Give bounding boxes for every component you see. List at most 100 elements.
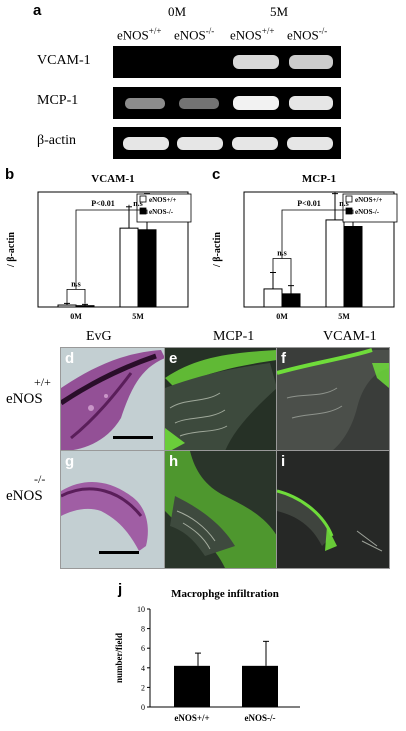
c-legend-label-1: eNOS-/-: [355, 208, 380, 216]
panel-b-label: b: [5, 166, 15, 183]
band-actin-4: [287, 137, 333, 150]
c-bar-0-1: [325, 219, 345, 308]
micrograph-d-image: [61, 348, 165, 451]
band-mcp-1: [125, 98, 165, 109]
col-header-evg: EvG: [86, 329, 112, 344]
band-vcam-4: [289, 55, 333, 69]
chart-vcam: VCAM-1 / β-actin 0M 5M eNOS+/+ eNOS-/- n.s P<0.…: [6, 173, 192, 321]
b-title: VCAM-1: [91, 173, 134, 185]
band-mcp-3: [233, 96, 279, 110]
b-bar-1-1: [137, 229, 157, 308]
micrograph-g-image: [61, 451, 165, 568]
band-mcp-2: [179, 98, 219, 109]
gel-mcp-bands: [125, 96, 333, 110]
b-bracket-5m: [128, 209, 148, 214]
gel-row-label-actin: β-actin: [37, 133, 76, 148]
j-ytick-4: 8: [141, 625, 145, 634]
c-bracket-p: [281, 191, 336, 259]
row-label-wt: +/+ eNOS: [6, 375, 51, 407]
band-mcp-4: [289, 96, 333, 110]
micrograph-d: d: [60, 347, 166, 452]
b-bar-0-0: [57, 304, 77, 308]
time-label-5m: 5M: [270, 4, 289, 19]
micrograph-e: e: [164, 347, 278, 452]
j-ytick-5: 10: [137, 605, 145, 614]
c-legend-swatch-1: [345, 207, 353, 215]
lane-label-3: eNOS+/+: [230, 26, 275, 43]
c-sig-p: P<0.01: [297, 199, 320, 208]
panel-j-label: j: [118, 581, 123, 598]
micrograph-i-image: [277, 451, 389, 568]
c-title: MCP-1: [302, 173, 336, 185]
band-actin-1: [123, 137, 169, 150]
b-xtick-1: 5M: [132, 312, 144, 321]
gel-actin: [113, 127, 341, 159]
micrograph-i-letter: i: [281, 453, 286, 470]
panel-c-label: c: [212, 166, 221, 183]
gel-row-label-vcam: VCAM-1: [37, 53, 91, 68]
micrograph-d-letter: d: [65, 350, 75, 367]
micrograph-e-image: [165, 348, 277, 451]
b-bracket-p: [75, 204, 130, 290]
c-bar-1-1: [343, 226, 363, 308]
c-xtick-1: 5M: [338, 312, 350, 321]
b-xtick-0: 0M: [70, 312, 82, 321]
c-bracket-0m: [272, 258, 292, 292]
micrograph-e-letter: e: [169, 350, 178, 367]
b-sig-p: P<0.01: [91, 199, 114, 208]
c-xtick-0: 0M: [276, 312, 288, 321]
b-frame: [37, 191, 189, 308]
j-xtick-1: eNOS-/-: [245, 713, 276, 723]
micrograph-f-letter: f: [281, 350, 286, 367]
c-legend-label-0: eNOS+/+: [355, 196, 382, 204]
c-frame: [243, 191, 395, 308]
j-ylabel: number/field: [114, 633, 124, 683]
micrograph-f: f: [276, 347, 390, 452]
c-bar-1-0: [281, 293, 301, 308]
b-legend-label-1: eNOS-/-: [149, 208, 174, 216]
b-bracket-0m: [66, 288, 86, 304]
gel-vcam: [113, 46, 341, 78]
b-bar-0-1: [119, 227, 139, 308]
gel-actin-bands: [123, 137, 333, 150]
c-ylabel: / β-actin: [212, 232, 223, 268]
c-legend-swatch-0: [345, 195, 353, 203]
j-ytick-3: 6: [141, 644, 145, 653]
lane-label-4: eNOS-/-: [287, 26, 328, 43]
chart-mcp: MCP-1 / β-actin 0M 5M eNOS+/+ eNOS-/- n.s P<0.0…: [212, 173, 398, 321]
micrograph-h-image: [165, 451, 277, 568]
gel-mcp: [113, 87, 341, 119]
b-sig-5m: n.s: [133, 199, 143, 208]
j-ytick-1: 2: [141, 683, 145, 692]
micrograph-i: i: [276, 450, 390, 569]
b-legend-label-0: eNOS+/+: [149, 196, 176, 204]
band-vcam-3: [233, 55, 279, 69]
panel-a-label: a: [33, 2, 42, 19]
c-bar-0-0: [263, 288, 283, 308]
j-title: Macrophge infiltration: [171, 588, 279, 600]
col-header-vcam: VCAM-1: [323, 329, 377, 344]
b-bar-1-0: [75, 305, 95, 308]
c-bracket-5m: [334, 209, 354, 214]
gel-row-label-mcp: MCP-1: [37, 93, 79, 108]
chart-macrophage: Macrophge infiltration number/field 0 2 4 6 8 1…: [114, 588, 300, 723]
b-legend-swatch-1: [139, 207, 147, 215]
j-ytick-0: 0: [141, 703, 145, 712]
micrograph-f-image: [277, 348, 389, 451]
b-legend-swatch-0: [139, 195, 147, 203]
band-actin-2: [177, 137, 223, 150]
gel-vcam-bands: [233, 55, 333, 69]
j-xtick-0: eNOS+/+: [174, 713, 209, 723]
band-actin-3: [232, 137, 278, 150]
time-label-0m: 0M: [168, 4, 187, 19]
micrograph-h-letter: h: [169, 453, 179, 470]
j-bar-1: [242, 665, 278, 707]
micrograph-h: h: [164, 450, 278, 569]
j-bar-0: [174, 665, 210, 707]
lane-label-2: eNOS-/-: [174, 26, 215, 43]
micrograph-g-letter: g: [65, 453, 75, 470]
j-ytick-2: 4: [141, 664, 145, 673]
b-ylabel: / β-actin: [6, 232, 17, 268]
row-label-ko: -/- eNOS: [6, 472, 46, 504]
c-sig-5m: n.s: [339, 199, 349, 208]
